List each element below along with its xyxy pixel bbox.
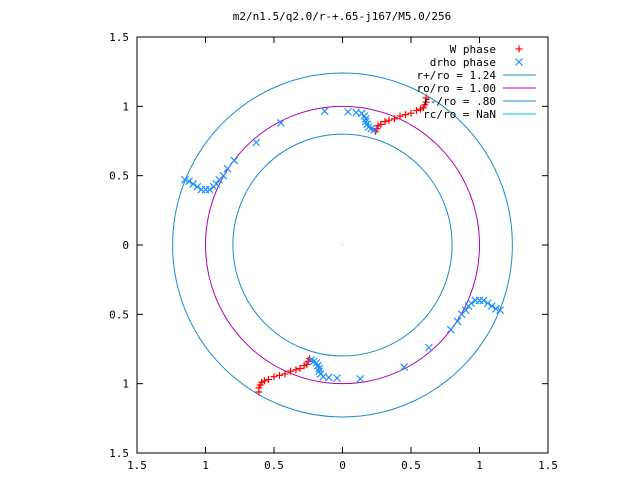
series-0-point-10 (385, 116, 393, 124)
series-0-point-23 (275, 371, 283, 379)
series-0-point-24 (281, 370, 289, 378)
y-tick-label-4: 0.5 (109, 308, 129, 321)
series-1-point-21 (197, 185, 206, 194)
x-tick-label-0: 1.5 (127, 459, 147, 472)
series-1-point-44 (467, 299, 476, 308)
series-1-point-10 (320, 107, 329, 116)
series-1-point-11 (276, 119, 285, 127)
series-1-point-42 (461, 306, 470, 315)
series-0-point-22 (270, 373, 278, 381)
circle-2 (232, 133, 453, 357)
legend-label-circle-0: r+/ro = 1.24 (417, 69, 497, 82)
x-tick-label-4: 0.5 (401, 459, 421, 472)
chart-title: m2/n1.5/q2.0/r-+.65-j167/M5.0/256 (233, 10, 452, 23)
legend-label-circle-3: rc/ro = NaN (423, 108, 496, 121)
series-1-point-25 (181, 175, 189, 184)
series-1-point-35 (333, 374, 341, 383)
legend-label-series-1: drho phase (430, 56, 496, 69)
series-1-point-48 (483, 299, 492, 308)
series-0-point-9 (391, 115, 399, 123)
series-0-point-25 (286, 367, 294, 375)
origin-point (341, 244, 344, 246)
x-tick-label-3: 0 (339, 459, 346, 472)
series-1-point-23 (189, 180, 198, 188)
legend-swatch-series-0 (515, 45, 523, 53)
series-0-point-4 (417, 105, 425, 113)
series-1-point-14 (223, 164, 232, 173)
series-1-point-18 (209, 182, 218, 191)
y-tick-label-6: 1.5 (109, 447, 129, 460)
legend-label-circle-2: r-/ro = .80 (423, 95, 496, 108)
series-1-point-8 (352, 108, 361, 117)
series-0-point-21 (265, 376, 273, 384)
x-tick-label-5: 1 (476, 459, 483, 472)
y-tick-label-0: 1.5 (109, 31, 129, 44)
legend-label-series-0: W phase (450, 43, 496, 56)
x-tick-label-2: 0.5 (264, 459, 284, 472)
series-1-point-51 (496, 306, 504, 315)
series-0-point-20 (260, 377, 268, 385)
series-0-point-26 (292, 366, 300, 374)
legend-swatch-series-1 (515, 58, 523, 66)
tick-group: 1.5 1 0.5 0 0.5 1 1.51.510.500.511.5 (109, 31, 558, 472)
circle-group (172, 72, 513, 418)
series-0-point-27 (296, 364, 304, 372)
circle-1 (205, 105, 480, 385)
point-group (181, 94, 504, 396)
series-0-point-6 (407, 109, 415, 117)
series-0-point-11 (381, 118, 389, 126)
series-1-point-22 (193, 182, 202, 191)
legend-label-circle-1: ro/ro = 1.00 (417, 82, 496, 95)
y-tick-label-1: 1 (122, 100, 129, 113)
series-1-point-37 (400, 363, 409, 371)
series-1-point-13 (230, 156, 239, 165)
series-1-point-38 (424, 343, 433, 352)
series-1-point-12 (252, 138, 261, 147)
series-0-point-8 (396, 112, 404, 120)
series-1-point-16 (215, 175, 224, 184)
series-1-point-39 (446, 325, 455, 334)
series-0-point-5 (412, 106, 420, 114)
x-tick-label-6: 1.5 (538, 459, 558, 472)
x-tick-label-1: 1 (202, 459, 209, 472)
series-1-point-9 (344, 107, 352, 116)
circle-0 (172, 72, 513, 418)
y-tick-label-2: 0.5 (109, 170, 129, 183)
y-tick-label-5: 1 (122, 378, 129, 391)
y-tick-label-3: 0 (122, 239, 129, 252)
series-1-point-47 (479, 296, 488, 305)
series-0-point-7 (402, 111, 410, 119)
series-1-point-34 (324, 373, 333, 382)
series-1-point-36 (356, 374, 365, 383)
series-1-point-49 (487, 302, 496, 310)
series-1-point-40 (453, 317, 462, 326)
